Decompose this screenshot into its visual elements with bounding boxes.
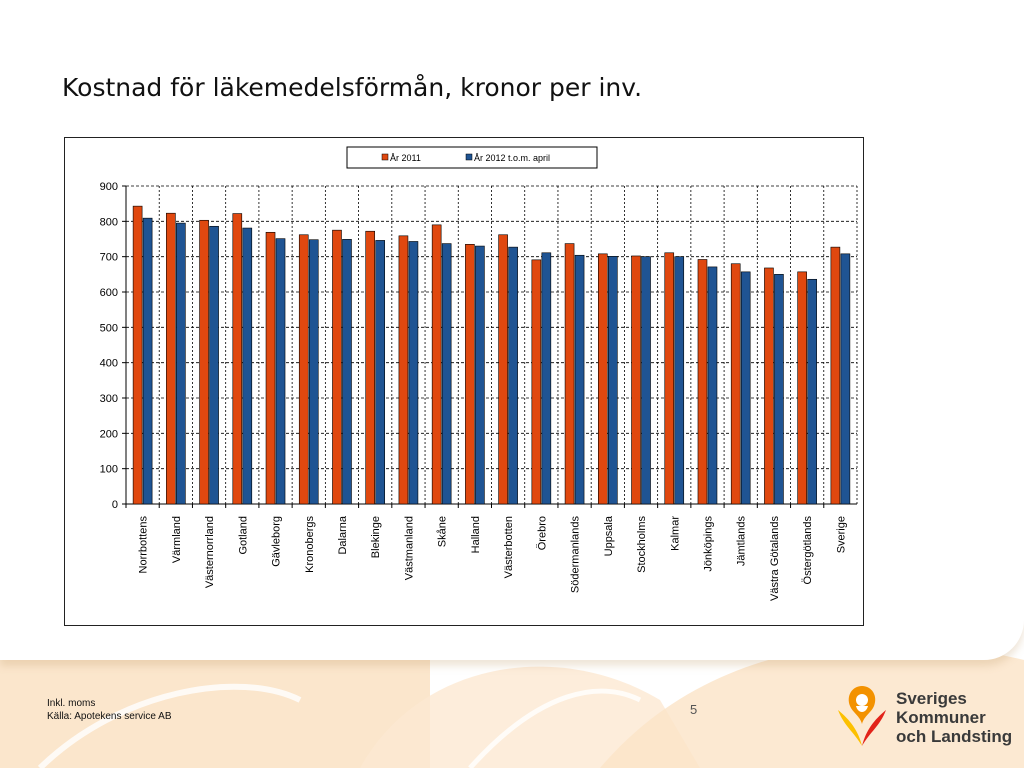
bar-2011 [199, 219, 209, 505]
bar-2012 [176, 222, 186, 505]
bar-2012 [142, 217, 153, 505]
bar-2011 [431, 224, 442, 505]
bar-2011 [465, 244, 475, 505]
y-tick-label: 800 [100, 216, 118, 228]
bar-2012 [807, 278, 817, 505]
bar-2012 [342, 239, 352, 505]
x-category-label: Värmland [171, 516, 183, 563]
x-category-label: Västerbotten [503, 516, 515, 578]
bar-2012 [774, 274, 784, 505]
y-tick-label: 300 [100, 393, 118, 405]
x-category-label: Dalarna [337, 515, 349, 554]
y-tick-label: 200 [100, 428, 118, 440]
bar-chart: 0 100 200 300 400 500 600 700 800 900 Norrbottens V… [100, 146, 858, 601]
y-tick-label: 500 [100, 322, 118, 334]
logo-line-3: och Landsting [896, 727, 1013, 746]
bar-2012 [574, 254, 585, 505]
y-tick-label: 600 [100, 287, 118, 299]
bar-2012 [308, 239, 319, 505]
slide-title: Kostnad för läkemedelsförmån, kronor per… [62, 73, 643, 102]
bar-2011 [564, 243, 575, 505]
x-category-label: Västmanland [403, 516, 415, 580]
legend-swatch-2012 [465, 153, 473, 161]
bar-2011 [132, 205, 143, 505]
bar-2012 [740, 271, 751, 505]
skl-logo: Sveriges Kommuner och Landsting [834, 680, 1014, 752]
logo-figure-icon [838, 686, 886, 746]
y-tick-label: 700 [100, 252, 118, 264]
bar-2012 [209, 225, 219, 505]
x-category-label: Västernorrland [204, 516, 216, 588]
bar-2011 [332, 229, 342, 505]
logo-wordmark: Sveriges Kommuner och Landsting [896, 689, 1012, 746]
bar-2011 [232, 213, 243, 505]
footnote-moms: Inkl. moms [47, 698, 96, 709]
x-category-label: Gävleborg [271, 516, 283, 567]
x-category-label: Gotland [237, 516, 249, 555]
bar-2012 [541, 252, 552, 505]
x-category-label: Jönköpings [702, 516, 714, 572]
bar-2011 [830, 246, 841, 505]
x-category-label: Skåne [437, 516, 449, 547]
bar-2012 [707, 266, 718, 505]
bar-2011 [697, 259, 708, 505]
bar-2011 [298, 234, 309, 505]
bar-2011 [730, 263, 741, 505]
bar-2012 [508, 246, 518, 505]
bar-2012 [674, 256, 685, 505]
y-tick-label: 0 [112, 499, 118, 511]
bar-2012 [475, 245, 485, 505]
x-category-label: Kronobergs [304, 516, 316, 573]
x-category-label: Sverige [835, 516, 847, 553]
bar-2011 [797, 271, 807, 505]
x-category-label: Östergötlands [802, 516, 814, 585]
y-tick-label: 900 [100, 181, 118, 193]
y-tick-label: 100 [100, 464, 118, 476]
legend-label-2012: År 2012 t.o.m. april [474, 153, 550, 163]
bar-2011 [498, 234, 508, 505]
x-category-label: Kalmar [669, 516, 681, 551]
x-category-label: Västra Götalands [769, 516, 781, 601]
legend-label-2011: År 2011 [390, 153, 421, 163]
footnotes: Inkl. moms Källa: Apotekens service AB [47, 697, 172, 723]
bar-2011 [265, 231, 276, 505]
bar-2012 [275, 238, 286, 505]
x-category-label: Stockholms [636, 516, 648, 573]
x-category-label: Halland [470, 516, 482, 553]
x-category-label: Örebro [536, 516, 548, 550]
x-category-label: Blekinge [370, 516, 382, 558]
footnote-source: Källa: Apotekens service AB [47, 711, 172, 722]
y-tick-label: 400 [100, 358, 118, 370]
bar-2011 [631, 255, 641, 505]
bar-2012 [441, 243, 452, 505]
bar-2011 [166, 212, 176, 505]
x-category-label: Uppsala [603, 515, 615, 556]
bar-2011 [531, 259, 542, 505]
bar-2012 [641, 256, 651, 505]
bar-2012 [607, 256, 618, 505]
bar-2011 [597, 253, 608, 505]
logo-line-1: Sveriges [896, 689, 967, 708]
bar-2012 [408, 241, 419, 505]
x-category-label: Södermanlands [570, 516, 582, 594]
x-category-label: Norrbottens [138, 516, 150, 574]
bar-2011 [764, 267, 774, 505]
bar-2011 [664, 252, 675, 505]
x-category-label: Jämtlands [736, 516, 748, 567]
chart-frame: 0 100 200 300 400 500 600 700 800 900 Norrbottens V… [64, 137, 864, 626]
bar-2011 [365, 230, 376, 505]
logo-line-2: Kommuner [896, 708, 986, 727]
bar-2012 [840, 253, 851, 505]
page-number: 5 [690, 702, 698, 717]
bar-2011 [398, 235, 409, 505]
bar-2012 [375, 240, 386, 505]
legend-swatch-2011 [381, 153, 389, 161]
bar-2012 [242, 227, 253, 505]
